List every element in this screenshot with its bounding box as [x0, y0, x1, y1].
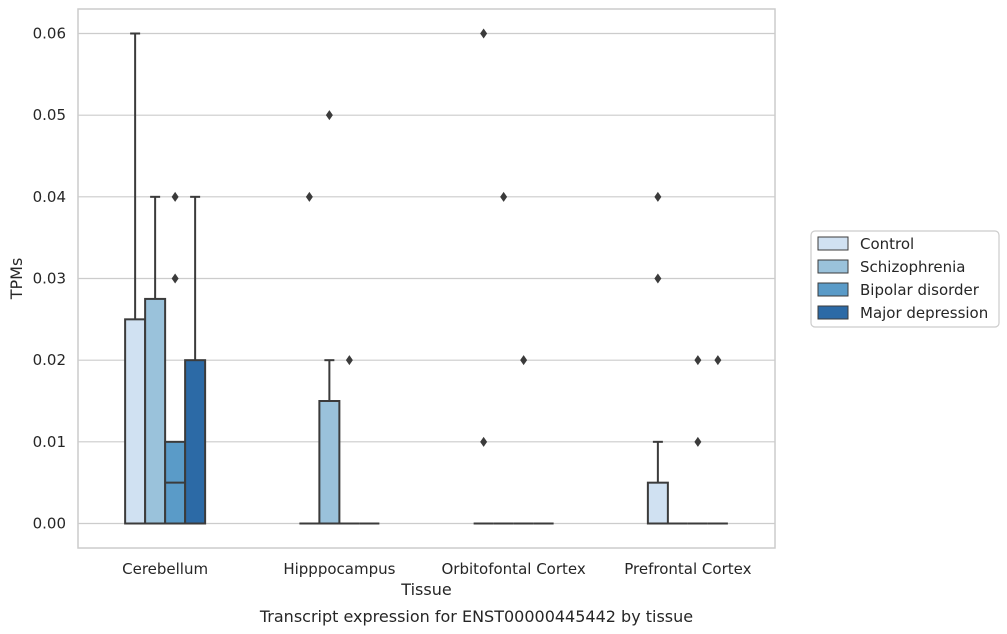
outlier-point	[325, 110, 333, 121]
legend-label: Major depression	[860, 304, 988, 322]
legend-label: Bipolar disorder	[860, 281, 980, 299]
outlier-point	[480, 28, 488, 39]
y-tick-label: 0.02	[33, 351, 66, 369]
outlier-point	[654, 191, 662, 202]
y-tick-labels: 0.00 0.01 0.02 0.03 0.04 0.05 0.06	[33, 25, 66, 533]
y-tick-label: 0.04	[33, 188, 66, 206]
box-3-2	[687, 355, 708, 525]
y-tick-label: 0.06	[33, 25, 66, 43]
box-body	[144, 297, 167, 525]
outlier-point	[694, 355, 702, 366]
boxes	[124, 28, 728, 525]
x-tick-labels: Cerebellum Hipppocampus Orbitofontal Corte…	[122, 560, 751, 578]
outlier-point	[345, 355, 353, 366]
y-axis-label: TPMs	[7, 258, 26, 301]
legend-frame	[810, 230, 1000, 328]
legend: Control Schizophrenia Bipolar disorder Majo…	[810, 230, 1000, 328]
box-2-2	[513, 355, 534, 525]
outlier-point	[480, 436, 488, 447]
box-0-3	[184, 195, 207, 525]
legend-swatch	[817, 305, 849, 320]
chart-caption: Transcript expression for ENST0000044544…	[259, 607, 693, 626]
outlier-point	[171, 191, 179, 202]
outlier-point	[520, 355, 528, 366]
x-tick-label: Cerebellum	[122, 560, 208, 578]
box-3-0	[646, 191, 669, 525]
legend-label: Schizophrenia	[860, 258, 965, 276]
outlier-point	[305, 191, 313, 202]
x-tick-label: Orbitofontal Cortex	[442, 560, 586, 578]
y-tick-label: 0.05	[33, 106, 66, 124]
legend-swatch	[817, 282, 849, 297]
legend-swatch	[817, 259, 849, 274]
box-1-2	[339, 355, 360, 525]
legend-swatch	[817, 236, 849, 251]
x-tick-label: Prefrontal Cortex	[624, 560, 751, 578]
y-tick-label: 0.00	[33, 515, 66, 533]
box-1-0	[299, 191, 320, 525]
box-0-2	[164, 191, 187, 525]
box-2-0	[473, 28, 494, 525]
y-tick-label: 0.01	[33, 433, 66, 451]
y-tick-label: 0.03	[33, 270, 66, 288]
outlier-point	[694, 436, 702, 447]
legend-label: Control	[860, 235, 914, 253]
x-axis-label: Tissue	[400, 580, 451, 599]
box-body	[646, 481, 669, 525]
x-tick-label: Hipppocampus	[283, 560, 395, 578]
outlier-point	[714, 355, 722, 366]
box-3-3	[707, 355, 728, 525]
box-body	[318, 400, 341, 525]
outlier-point	[654, 273, 662, 284]
box-1-1	[318, 110, 341, 525]
box-0-1	[144, 195, 167, 525]
plot-frame	[77, 8, 776, 549]
outlier-point	[171, 273, 179, 284]
box-body	[124, 318, 147, 525]
outlier-point	[500, 191, 508, 202]
box-body	[184, 359, 207, 525]
box-2-1	[493, 191, 514, 525]
